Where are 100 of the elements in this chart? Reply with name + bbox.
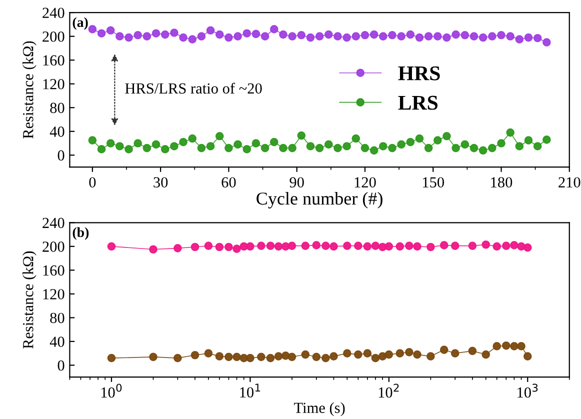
point (515, 142, 524, 150)
point (424, 32, 433, 40)
point (279, 144, 288, 152)
point (424, 144, 433, 152)
point (260, 144, 270, 152)
point (215, 132, 224, 140)
point (442, 33, 451, 42)
point (142, 32, 152, 40)
point (478, 33, 488, 42)
point (533, 142, 542, 150)
y-tick-label: 200 (42, 242, 64, 252)
point (270, 25, 278, 34)
point (234, 140, 242, 149)
point (342, 33, 351, 42)
point (170, 28, 178, 37)
point (406, 30, 415, 39)
point (497, 139, 506, 148)
x-tick-label: 210 (558, 177, 580, 188)
point (360, 144, 370, 152)
y-tick-label: 80 (50, 312, 64, 324)
point (206, 26, 215, 35)
point (334, 144, 342, 152)
point (488, 32, 496, 40)
point (506, 128, 514, 137)
point (160, 30, 170, 39)
point (533, 34, 542, 42)
point (524, 33, 533, 42)
point (524, 136, 533, 144)
point (342, 142, 351, 150)
legend-label: LRS (398, 96, 438, 110)
point (542, 136, 551, 144)
y-axis-title: Resistance (kΩ) (22, 251, 36, 349)
point (470, 144, 478, 152)
point (415, 134, 424, 143)
point (433, 136, 442, 144)
point (397, 140, 406, 149)
point (179, 33, 188, 42)
point (134, 30, 142, 40)
point (460, 30, 470, 40)
point (442, 132, 451, 140)
point (197, 32, 206, 40)
y-tick-label: 40 (50, 336, 64, 347)
point (206, 142, 215, 150)
point (460, 140, 470, 149)
y-tick-label: 120 (43, 289, 64, 300)
point (106, 139, 115, 148)
point (370, 30, 378, 39)
point (306, 33, 315, 42)
point (406, 138, 415, 146)
annotation: (b) (72, 227, 89, 240)
x-tick-label: 120 (354, 177, 376, 188)
point (315, 144, 324, 152)
point (134, 139, 142, 148)
point (306, 142, 315, 150)
x-tick-label: 0 (89, 177, 96, 188)
y-tick-label: 240 (42, 218, 64, 228)
y-tick-label: 240 (42, 8, 64, 18)
x-tick-label: 10$^{3}$ (518, 384, 538, 398)
legend-label: HRS (398, 66, 440, 80)
point (215, 30, 224, 39)
point (388, 144, 396, 152)
point (179, 138, 188, 146)
point (352, 134, 360, 143)
point (152, 29, 160, 38)
point (378, 142, 388, 150)
point (88, 25, 97, 34)
point (324, 140, 333, 149)
x-tick-label: 150 (422, 177, 444, 188)
x-tick-label: 60 (222, 177, 236, 188)
point (252, 139, 260, 148)
point (397, 32, 406, 40)
point (352, 32, 360, 40)
x-tick-label: 10$^{2}$ (378, 384, 399, 398)
point (142, 144, 152, 152)
point (506, 32, 514, 40)
point (297, 30, 306, 40)
point (152, 140, 160, 149)
x-tick-label: 30 (154, 177, 168, 188)
point (224, 144, 233, 152)
point (452, 30, 460, 39)
point (188, 35, 197, 44)
point (370, 146, 378, 155)
y-tick-label: 80 (50, 102, 64, 114)
x-tick-label: 10$^{1}$ (240, 384, 260, 398)
point (415, 33, 424, 42)
y-tick-label: 200 (42, 31, 64, 42)
point (116, 142, 124, 150)
point (170, 142, 178, 150)
point (242, 29, 252, 38)
point (270, 138, 278, 146)
point (452, 144, 460, 152)
point (378, 32, 388, 40)
point (106, 26, 115, 35)
point (297, 131, 306, 140)
y-tick-label: 0 (58, 150, 64, 161)
y-tick-label: 160 (43, 55, 64, 66)
point (252, 30, 260, 38)
point (234, 32, 242, 40)
x-tick-label: 10$^{0}$ (101, 384, 122, 398)
x-tick-label: 180 (491, 177, 512, 188)
